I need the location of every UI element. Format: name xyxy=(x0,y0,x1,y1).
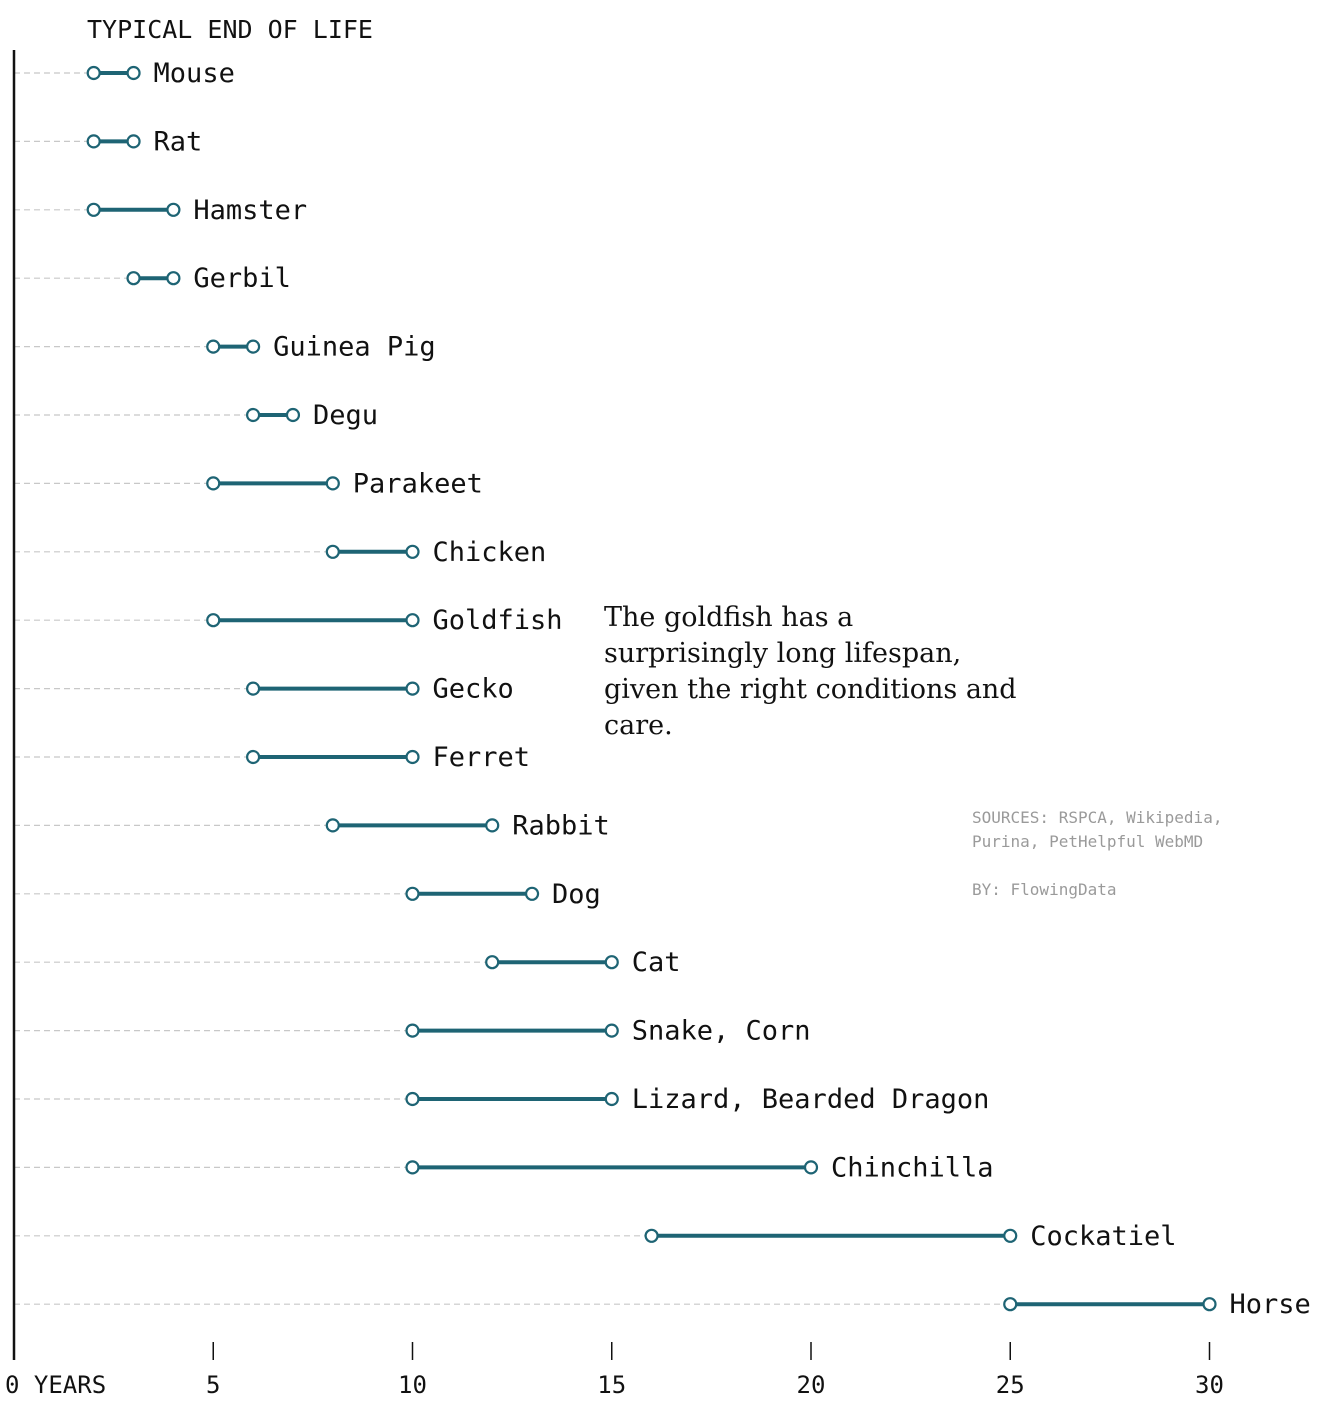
max-lifespan-point xyxy=(1003,1228,1018,1243)
pet-label: Ferret xyxy=(433,742,531,773)
min-lifespan-point xyxy=(86,202,101,217)
max-lifespan-point xyxy=(126,65,141,81)
x-tick-label-0: 0 YEARS xyxy=(5,1371,106,1399)
min-lifespan-point xyxy=(325,818,340,833)
max-lifespan-point xyxy=(604,1023,619,1038)
max-lifespan-point xyxy=(405,681,420,696)
pet-label: Mouse xyxy=(154,58,235,89)
min-lifespan-point xyxy=(86,134,101,149)
min-lifespan-point xyxy=(206,476,221,491)
byline-text: BY: FlowingData xyxy=(972,880,1117,899)
min-lifespan-point xyxy=(126,271,141,286)
x-tick-label-10: 10 xyxy=(398,1371,427,1399)
credits: SOURCES: RSPCA, Wikipedia, Purina, PetHe… xyxy=(972,806,1312,902)
x-axis-ticks: 0 YEARS 5 10 15 20 25 30 xyxy=(5,1342,1224,1399)
min-lifespan-point xyxy=(86,65,101,81)
goldfish-annotation: The goldfish has a surprisingly long lif… xyxy=(604,602,1017,741)
gridlines xyxy=(14,72,1011,1305)
max-lifespan-point xyxy=(166,271,181,286)
max-lifespan-point xyxy=(325,476,340,491)
pet-label: Goldfish xyxy=(433,605,563,636)
min-lifespan-point xyxy=(206,613,221,628)
max-lifespan-point xyxy=(246,339,261,354)
pet-label: Chinchilla xyxy=(831,1152,994,1183)
pet-label: Rabbit xyxy=(512,810,610,841)
min-lifespan-point xyxy=(405,886,420,901)
pet-label: Degu xyxy=(313,400,378,431)
pet-label: Cat xyxy=(632,947,681,978)
min-lifespan-point xyxy=(325,544,340,559)
max-lifespan-point xyxy=(485,818,500,833)
min-lifespan-point xyxy=(246,749,261,765)
x-tick-label-20: 20 xyxy=(797,1371,826,1399)
pet-label: Snake, Corn xyxy=(632,1016,811,1047)
pet-label: Cockatiel xyxy=(1030,1221,1176,1252)
min-lifespan-point xyxy=(1003,1297,1018,1312)
min-lifespan-point xyxy=(485,955,500,970)
min-lifespan-point xyxy=(246,681,261,696)
pet-label: Dog xyxy=(552,879,601,910)
max-lifespan-point xyxy=(803,1160,819,1175)
x-tick-label-25: 25 xyxy=(996,1371,1025,1399)
pet-label: Chicken xyxy=(433,537,547,568)
min-lifespan-point xyxy=(405,1091,420,1107)
pet-label: Hamster xyxy=(193,195,307,226)
x-tick-label-15: 15 xyxy=(597,1371,626,1399)
min-lifespan-point xyxy=(246,407,261,423)
sources-text: SOURCES: RSPCA, Wikipedia, Purina, PetHe… xyxy=(972,808,1223,851)
max-lifespan-point xyxy=(405,749,420,765)
pet-label: Gecko xyxy=(433,674,514,705)
x-tick-label-30: 30 xyxy=(1195,1371,1224,1399)
min-lifespan-point xyxy=(405,1160,420,1175)
chart-title: TYPICAL END OF LIFE xyxy=(87,15,373,44)
pet-label: Guinea Pig xyxy=(273,332,436,363)
min-lifespan-point xyxy=(405,1023,420,1038)
max-lifespan-point xyxy=(1202,1297,1217,1312)
pet-label: Rat xyxy=(154,126,203,157)
pet-label: Parakeet xyxy=(353,468,483,499)
x-tick-label-5: 5 xyxy=(206,1371,220,1399)
pet-label: Horse xyxy=(1230,1289,1311,1320)
pet-label: Lizard, Bearded Dragon xyxy=(632,1084,990,1115)
max-lifespan-point xyxy=(285,407,301,423)
min-lifespan-point xyxy=(644,1228,659,1243)
max-lifespan-point xyxy=(604,1091,619,1107)
max-lifespan-point xyxy=(405,544,420,559)
pet-label: Gerbil xyxy=(193,263,291,294)
max-lifespan-point xyxy=(604,955,619,970)
max-lifespan-point xyxy=(126,134,141,149)
max-lifespan-point xyxy=(524,886,540,901)
max-lifespan-point xyxy=(405,613,420,628)
min-lifespan-point xyxy=(206,339,221,354)
max-lifespan-point xyxy=(166,202,181,217)
dumbbell-marks: Mouse Rat Hamster Gerbil Guinea Pig Degu Parak… xyxy=(86,58,1311,1320)
